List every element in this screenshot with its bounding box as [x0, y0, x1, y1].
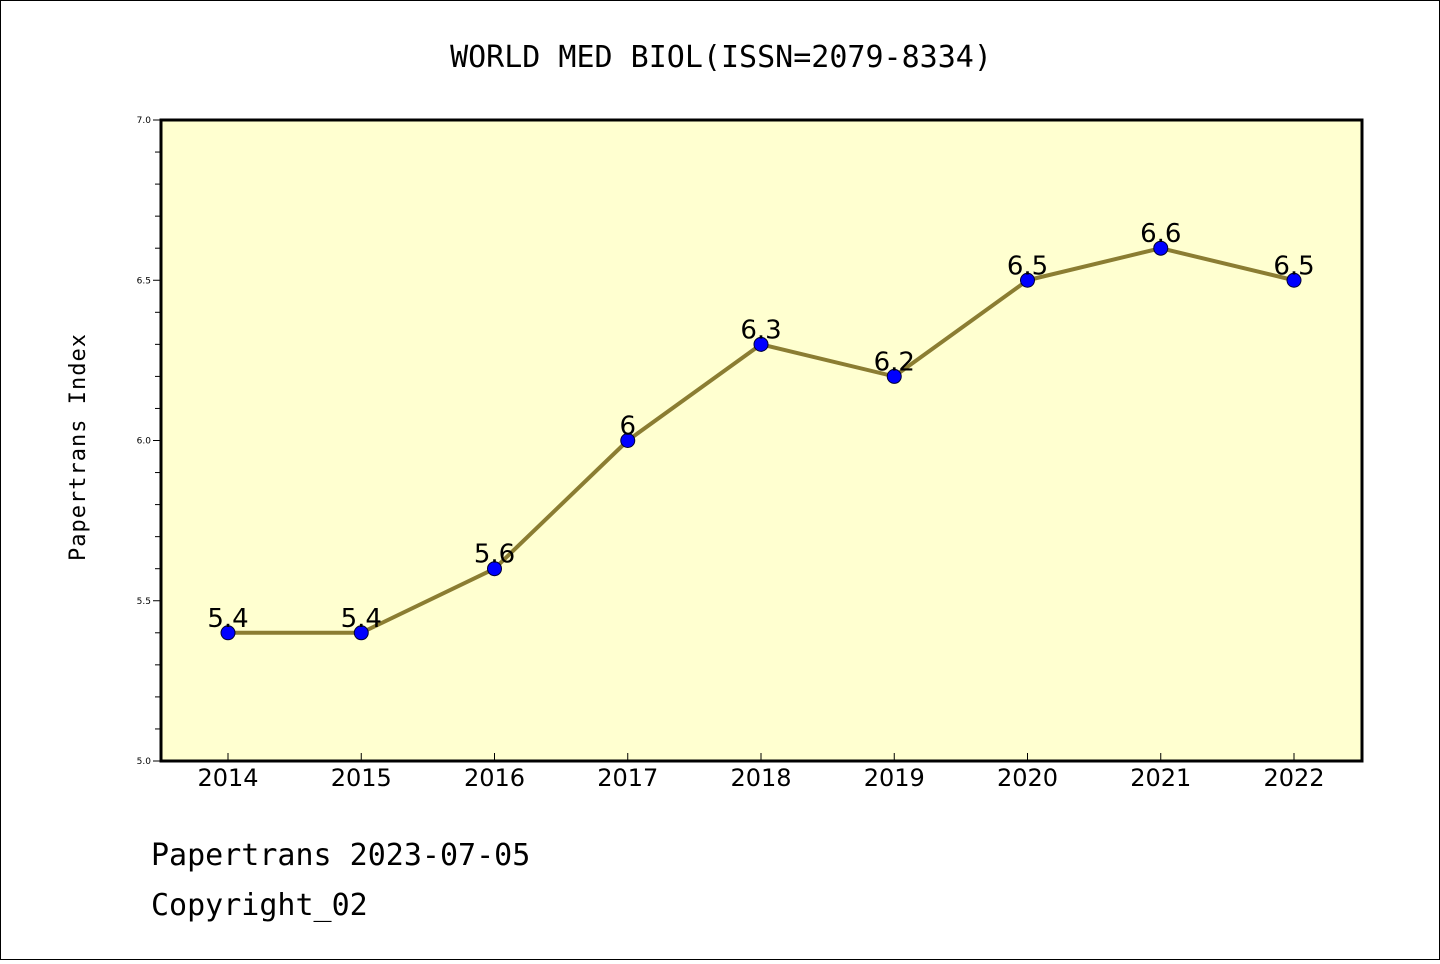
y-tick-label: 5.0: [137, 757, 152, 767]
x-tick-label: 2019: [864, 764, 925, 792]
data-label: 6: [619, 412, 636, 442]
y-axis-label: Papertrans Index: [66, 333, 91, 561]
data-label: 5.4: [207, 604, 248, 634]
data-label: 5.4: [341, 604, 382, 634]
y-axis: 5.0 5.5 6.0 6.5 7.0: [137, 116, 161, 767]
data-label: 6.5: [1007, 251, 1048, 281]
x-tick-label: 2017: [597, 764, 658, 792]
plot-area: [161, 120, 1362, 761]
x-tick-label: 2016: [464, 764, 525, 792]
data-label: 6.6: [1140, 219, 1181, 249]
x-tick-label: 2014: [197, 764, 258, 792]
data-label: 6.3: [740, 315, 781, 345]
x-tick-label: 2018: [730, 764, 791, 792]
x-tick-label: 2020: [997, 764, 1058, 792]
data-label: 6.2: [874, 347, 915, 377]
y-tick-label: 6.5: [137, 276, 151, 286]
footer-date: Papertrans 2023-07-05: [151, 838, 530, 873]
data-label: 6.5: [1273, 251, 1314, 281]
y-tick-label: 6.0: [137, 437, 152, 447]
x-tick-label: 2022: [1263, 764, 1324, 792]
chart-title: WORLD MED BIOL(ISSN=2079-8334): [450, 40, 992, 75]
y-tick-label: 5.5: [137, 597, 151, 607]
footer-copyright: Copyright_02: [151, 888, 368, 923]
chart-svg: WORLD MED BIOL(ISSN=2079-8334) Papertran…: [1, 1, 1439, 959]
data-label: 5.6: [474, 540, 515, 570]
figure-frame: WORLD MED BIOL(ISSN=2079-8334) Papertran…: [0, 0, 1440, 960]
x-tick-label: 2021: [1130, 764, 1191, 792]
y-tick-label: 7.0: [137, 116, 152, 126]
x-tick-label: 2015: [331, 764, 392, 792]
